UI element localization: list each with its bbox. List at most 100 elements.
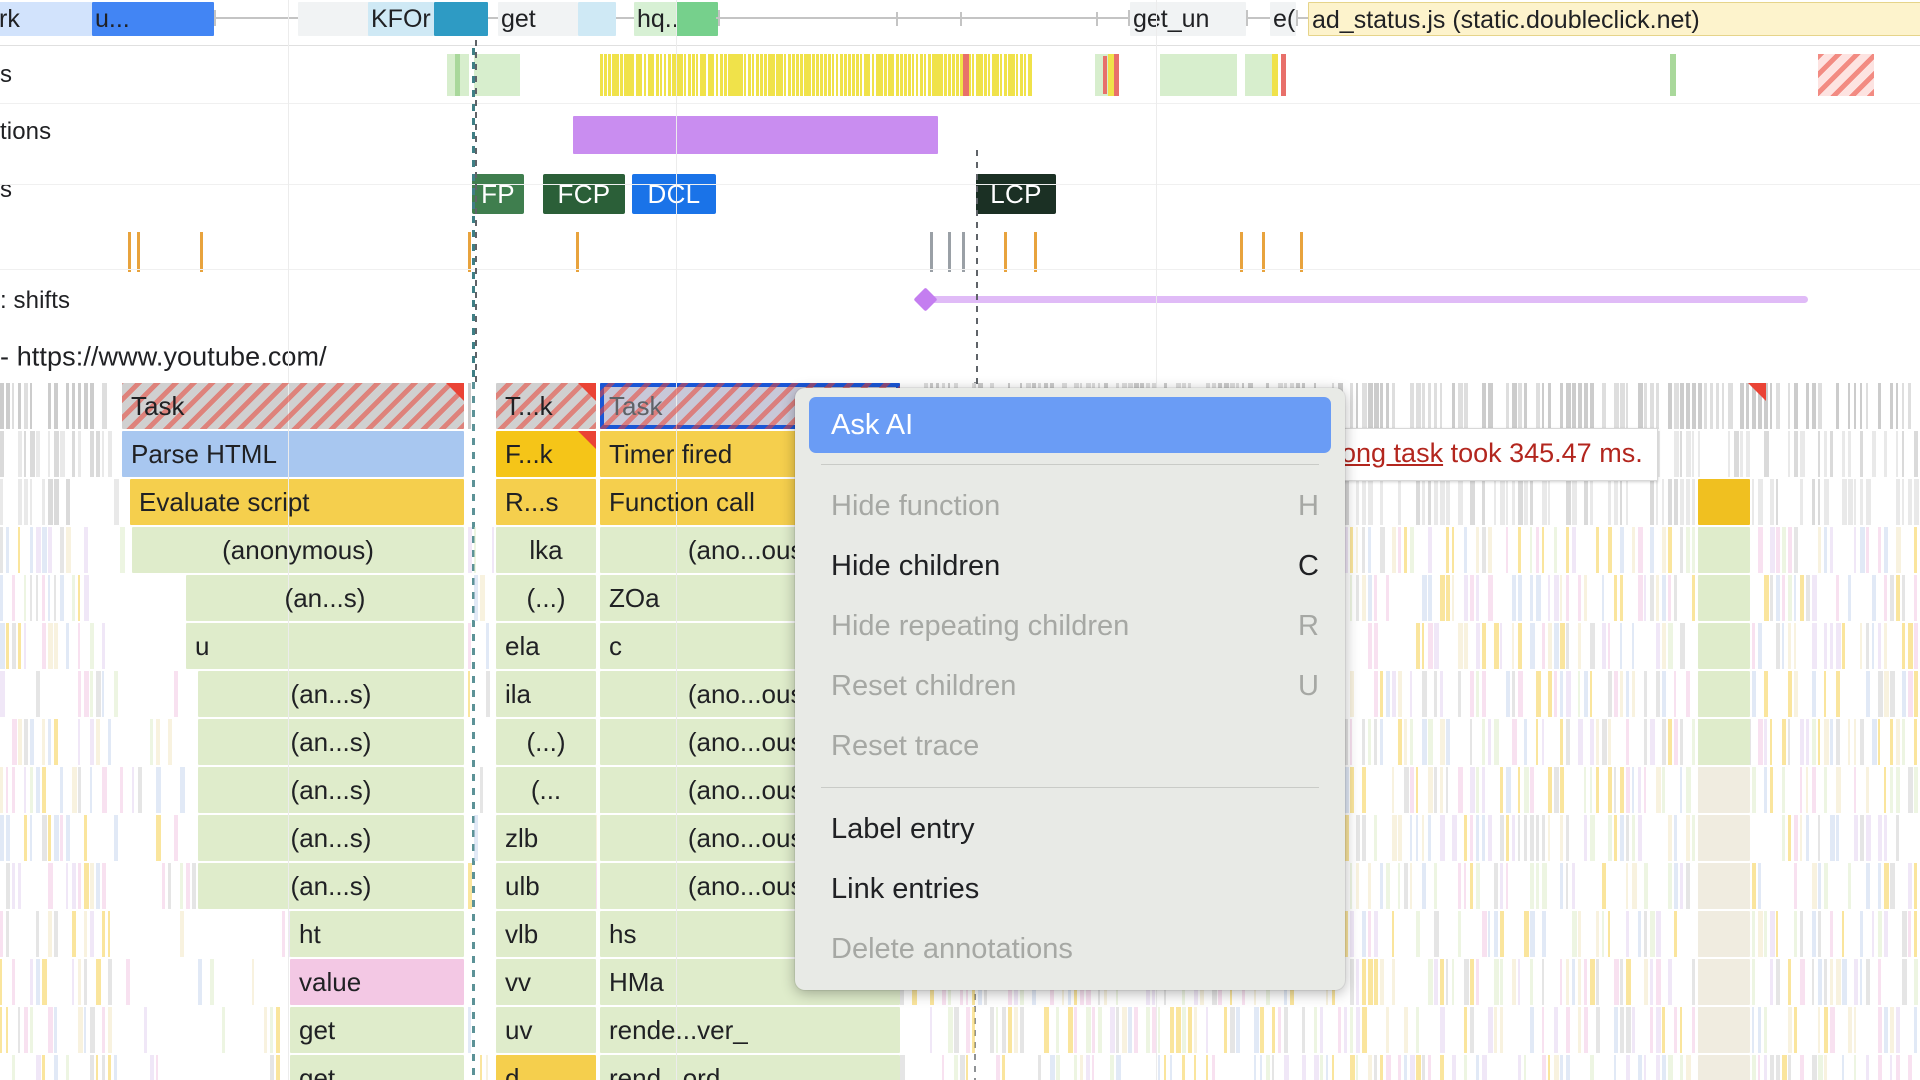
flame-micro-entry[interactable] xyxy=(1578,575,1581,621)
flame-micro-entry[interactable] xyxy=(1596,719,1599,765)
flame-micro-entry[interactable] xyxy=(1812,1055,1817,1080)
flame-entry[interactable] xyxy=(1698,959,1750,1005)
flame-micro-entry[interactable] xyxy=(1818,863,1821,909)
flame-micro-entry[interactable] xyxy=(1464,527,1467,573)
flame-micro-entry[interactable] xyxy=(1506,863,1508,909)
flame-micro-entry[interactable] xyxy=(84,575,89,621)
flame-micro-entry[interactable] xyxy=(90,719,94,765)
flame-micro-entry[interactable] xyxy=(1530,1007,1534,1053)
flame-micro-entry[interactable] xyxy=(1860,479,1863,525)
flame-micro-entry[interactable] xyxy=(1440,575,1445,621)
flame-micro-entry[interactable] xyxy=(1830,959,1833,1005)
flame-micro-entry[interactable] xyxy=(90,863,94,909)
flame-micro-entry[interactable] xyxy=(1362,383,1367,429)
flame-micro-entry[interactable] xyxy=(1908,767,1913,813)
flame-micro-entry[interactable] xyxy=(1206,1055,1208,1080)
flame-micro-entry[interactable] xyxy=(30,527,33,573)
flame-micro-entry[interactable] xyxy=(180,863,183,909)
flame-micro-entry[interactable] xyxy=(1794,431,1798,477)
flame-micro-entry[interactable] xyxy=(1146,1007,1150,1053)
flame-micro-entry[interactable] xyxy=(1518,623,1522,669)
flame-micro-entry[interactable] xyxy=(474,815,478,861)
flame-micro-entry[interactable] xyxy=(1896,719,1900,765)
flame-micro-entry[interactable] xyxy=(1626,1055,1630,1080)
flame-micro-entry[interactable] xyxy=(1002,1055,1005,1080)
flame-micro-entry[interactable] xyxy=(1890,671,1895,717)
flame-micro-entry[interactable] xyxy=(1476,959,1479,1005)
flame-micro-entry[interactable] xyxy=(156,815,161,861)
flame-micro-entry[interactable] xyxy=(1818,383,1822,429)
flame-micro-entry[interactable] xyxy=(54,1007,57,1053)
flame-micro-entry[interactable] xyxy=(102,863,106,909)
flame-micro-entry[interactable] xyxy=(1776,527,1780,573)
flame-micro-entry[interactable] xyxy=(1416,767,1418,813)
flame-micro-entry[interactable] xyxy=(1584,767,1586,813)
flame-entry[interactable]: rend...ord xyxy=(600,1055,900,1080)
flame-micro-entry[interactable] xyxy=(1518,671,1523,717)
flame-micro-entry[interactable] xyxy=(1560,815,1563,861)
flame-micro-entry[interactable] xyxy=(1884,1007,1888,1053)
flame-micro-entry[interactable] xyxy=(6,911,9,957)
flame-micro-entry[interactable] xyxy=(120,767,123,813)
flame-entry[interactable]: vlb xyxy=(496,911,596,957)
flame-micro-entry[interactable] xyxy=(1368,527,1371,573)
flame-entry[interactable]: (an...s) xyxy=(198,863,464,909)
flame-micro-entry[interactable] xyxy=(1776,383,1780,429)
flame-entry[interactable] xyxy=(1698,767,1750,813)
flame-micro-entry[interactable] xyxy=(1734,431,1739,477)
flame-micro-entry[interactable] xyxy=(156,1055,158,1080)
flame-micro-entry[interactable] xyxy=(78,863,81,909)
flame-entry[interactable]: (an...s) xyxy=(198,767,464,813)
flame-micro-entry[interactable] xyxy=(1578,719,1583,765)
flame-micro-entry[interactable] xyxy=(1800,1055,1804,1080)
flame-micro-entry[interactable] xyxy=(1362,767,1366,813)
flame-micro-entry[interactable] xyxy=(1614,815,1617,861)
flame-micro-entry[interactable] xyxy=(1392,911,1394,957)
flame-micro-entry[interactable] xyxy=(1410,767,1414,813)
flame-micro-entry[interactable] xyxy=(174,815,178,861)
flame-micro-entry[interactable] xyxy=(1254,1007,1259,1053)
flame-micro-entry[interactable] xyxy=(1344,767,1349,813)
flame-micro-entry[interactable] xyxy=(1446,959,1448,1005)
flame-micro-entry[interactable] xyxy=(1650,527,1654,573)
flame-micro-entry[interactable] xyxy=(1614,575,1617,621)
flame-micro-entry[interactable] xyxy=(1662,767,1665,813)
flame-micro-entry[interactable] xyxy=(1632,863,1637,909)
flame-micro-entry[interactable] xyxy=(1866,767,1869,813)
flame-micro-entry[interactable] xyxy=(1590,959,1595,1005)
flame-micro-entry[interactable] xyxy=(0,767,3,813)
network-request-bar[interactable]: get xyxy=(498,2,578,36)
flame-micro-entry[interactable] xyxy=(1818,1055,1823,1080)
flame-entry[interactable]: Evaluate script xyxy=(130,479,464,525)
layout-shift-cluster-bar[interactable] xyxy=(928,296,1808,303)
flame-micro-entry[interactable] xyxy=(1800,719,1804,765)
flame-micro-entry[interactable] xyxy=(1560,575,1562,621)
flame-micro-entry[interactable] xyxy=(102,1007,105,1053)
flame-micro-entry[interactable] xyxy=(42,959,47,1005)
flame-micro-entry[interactable] xyxy=(1878,815,1882,861)
flame-micro-entry[interactable] xyxy=(24,1007,28,1053)
flame-micro-entry[interactable] xyxy=(1356,959,1359,1005)
flame-micro-entry[interactable] xyxy=(1590,383,1594,429)
flame-micro-entry[interactable] xyxy=(1890,863,1895,909)
flame-micro-entry[interactable] xyxy=(114,479,119,525)
flame-micro-entry[interactable] xyxy=(1356,479,1359,525)
animations-track[interactable]: tions xyxy=(0,104,1920,160)
flame-micro-entry[interactable] xyxy=(1272,1007,1275,1053)
flame-micro-entry[interactable] xyxy=(1884,767,1886,813)
flame-micro-entry[interactable] xyxy=(1506,383,1509,429)
flame-micro-entry[interactable] xyxy=(1812,719,1816,765)
flame-micro-entry[interactable] xyxy=(1824,623,1827,669)
flame-micro-entry[interactable] xyxy=(1518,527,1521,573)
flame-micro-entry[interactable] xyxy=(1464,383,1468,429)
flame-micro-entry[interactable] xyxy=(1260,1055,1262,1080)
flame-micro-entry[interactable] xyxy=(1692,959,1695,1005)
flame-micro-entry[interactable] xyxy=(1272,1055,1274,1080)
flame-micro-entry[interactable] xyxy=(1356,815,1360,861)
flame-micro-entry[interactable] xyxy=(1794,527,1798,573)
flame-micro-entry[interactable] xyxy=(468,671,470,717)
flame-micro-entry[interactable] xyxy=(1668,479,1672,525)
flame-micro-entry[interactable] xyxy=(1500,863,1503,909)
flame-micro-entry[interactable] xyxy=(1824,719,1829,765)
flame-micro-entry[interactable] xyxy=(48,431,50,477)
